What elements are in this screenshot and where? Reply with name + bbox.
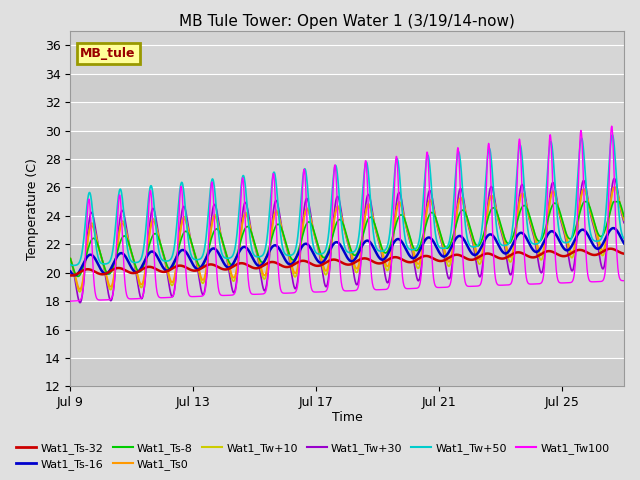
Text: MB_tule: MB_tule <box>81 47 136 60</box>
Legend: Wat1_Ts-32, Wat1_Ts-16, Wat1_Ts-8, Wat1_Ts0, Wat1_Tw+10, Wat1_Tw+30, Wat1_Tw+50,: Wat1_Ts-32, Wat1_Ts-16, Wat1_Ts-8, Wat1_… <box>12 438 614 474</box>
Bar <box>70 244 624 273</box>
Bar <box>70 188 624 216</box>
Title: MB Tule Tower: Open Water 1 (3/19/14-now): MB Tule Tower: Open Water 1 (3/19/14-now… <box>179 13 515 29</box>
Bar <box>70 131 624 159</box>
Bar <box>70 159 624 188</box>
Bar <box>70 273 624 301</box>
Bar <box>70 46 624 74</box>
Bar <box>70 301 624 330</box>
Bar <box>70 358 624 386</box>
X-axis label: Time: Time <box>332 410 363 423</box>
Y-axis label: Temperature (C): Temperature (C) <box>26 158 39 260</box>
Bar <box>70 74 624 102</box>
Bar <box>70 216 624 244</box>
Bar <box>70 330 624 358</box>
Bar <box>70 102 624 131</box>
